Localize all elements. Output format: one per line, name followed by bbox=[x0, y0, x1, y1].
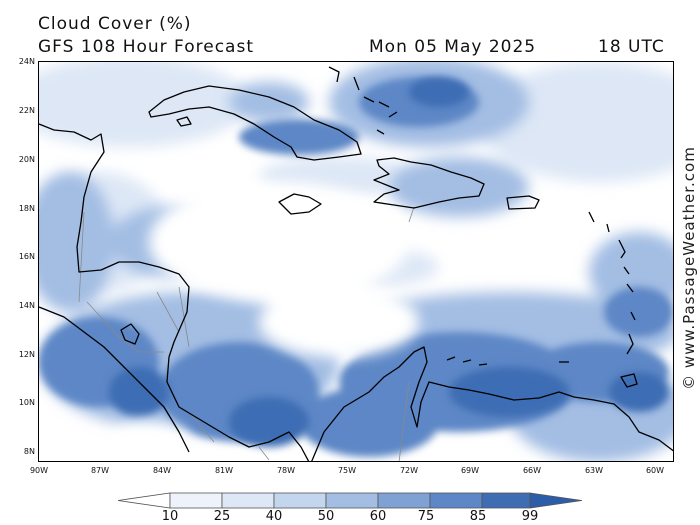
lat-label: 10N bbox=[18, 398, 35, 407]
colorbar-label: 10 bbox=[161, 509, 179, 524]
colorbar-label: 40 bbox=[265, 509, 283, 524]
jamaica-coast bbox=[278, 193, 322, 215]
lat-label: 18N bbox=[18, 204, 35, 213]
colorbar-label: 75 bbox=[417, 509, 435, 524]
lat-label: 22N bbox=[18, 106, 35, 115]
lat-label: 24N bbox=[18, 57, 35, 66]
colorbar-cell bbox=[481, 492, 531, 509]
lon-label: 63W bbox=[584, 466, 604, 475]
colorbar-label: 60 bbox=[369, 509, 387, 524]
lon-label: 90W bbox=[29, 466, 49, 475]
colorbar-cell bbox=[325, 492, 379, 509]
coastlines bbox=[39, 66, 673, 461]
lon-label: 87W bbox=[90, 466, 110, 475]
lon-label: 81W bbox=[214, 466, 234, 475]
country-borders bbox=[78, 206, 415, 461]
colorbar-label: 25 bbox=[213, 509, 231, 524]
lon-label: 69W bbox=[460, 466, 480, 475]
colorbar-cell bbox=[273, 492, 327, 509]
lat-label: 12N bbox=[18, 350, 35, 359]
lon-label: 84W bbox=[152, 466, 172, 475]
cloud-cover-layer bbox=[39, 62, 673, 461]
lon-label: 78W bbox=[276, 466, 296, 475]
lat-label: 16N bbox=[18, 252, 35, 261]
lat-label: 20N bbox=[18, 155, 35, 164]
hispaniola-coast bbox=[373, 157, 485, 209]
colorbar-cell bbox=[169, 492, 223, 509]
cloud-cover-map bbox=[38, 61, 674, 462]
forecast-date: Mon 05 May 2025 bbox=[369, 37, 537, 57]
chart-title: Cloud Cover (%) bbox=[38, 14, 192, 34]
lon-label: 66W bbox=[522, 466, 542, 475]
colorbar-cell bbox=[429, 492, 483, 509]
colorbar-label: 99 bbox=[521, 509, 539, 524]
colorbar-cell bbox=[221, 492, 275, 509]
map-canvas bbox=[39, 62, 673, 461]
colorbar-label: 50 bbox=[317, 509, 335, 524]
lon-label: 75W bbox=[337, 466, 357, 475]
colorbar-label: 85 bbox=[469, 509, 487, 524]
lat-label: 14N bbox=[18, 301, 35, 310]
central-america-coast bbox=[39, 123, 310, 461]
colorbar-cell bbox=[529, 492, 582, 509]
lon-label: 72W bbox=[399, 466, 419, 475]
colorbar-cell bbox=[377, 492, 431, 509]
watermark: © www.PassageWeather.com bbox=[680, 146, 698, 390]
cuba-coast bbox=[148, 85, 362, 161]
forecast-subtitle: GFS 108 Hour Forecast bbox=[38, 37, 254, 57]
south-america-coast bbox=[311, 346, 673, 461]
colorbar bbox=[118, 492, 582, 509]
forecast-time: 18 UTC bbox=[598, 37, 665, 57]
colorbar-cell bbox=[118, 492, 171, 509]
lat-label: 8N bbox=[23, 447, 35, 456]
lon-label: 60W bbox=[645, 466, 665, 475]
